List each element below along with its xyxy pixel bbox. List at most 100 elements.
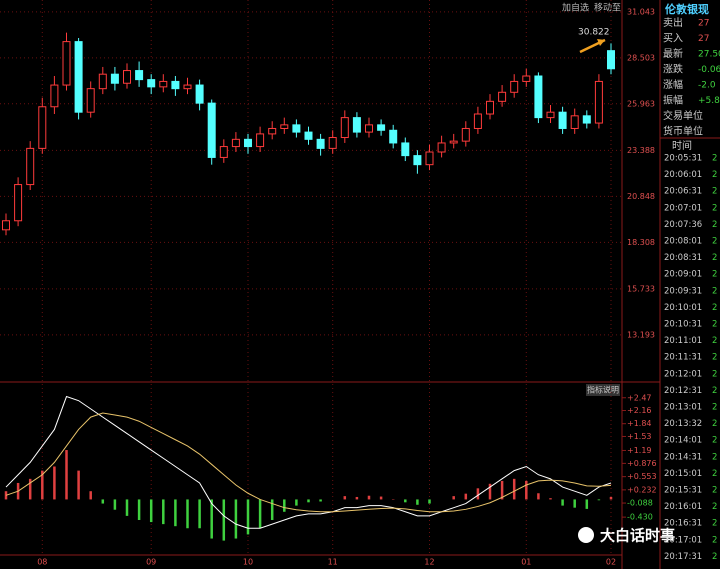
trade-time: 20:07:01 [664,203,702,213]
candle-body [147,79,156,88]
trade-value: 2 [712,419,717,429]
trade-value: 2 [712,203,717,213]
candle-body [268,127,277,135]
candle-body [195,84,204,104]
y-tick-label: 13.193 [627,330,655,339]
candle-body [582,115,591,124]
y-tick-label: +1.53 [627,432,652,441]
trade-value: 2 [712,286,717,296]
candle-body [135,70,144,81]
candle-body [534,75,543,119]
candle-body [546,111,555,119]
trade-value: 2 [712,220,717,230]
candle-body [340,117,349,139]
trade-time: 20:12:31 [664,386,702,396]
watermark-icon [578,527,594,543]
trade-time: 20:13:01 [664,403,702,413]
quote-value: 27 [698,34,709,44]
macd-line [5,395,612,529]
quote-label: 卖出 [663,16,683,29]
candle-body [473,113,482,129]
toolbar-button[interactable]: 移动至 [594,2,621,14]
y-tick-label: +1.19 [627,446,652,455]
quote-value: 27 [698,19,709,29]
y-tick-label: +1.84 [627,419,652,428]
x-tick-label: 01 [521,558,531,567]
trade-value: 2 [712,320,717,330]
candle-body [413,155,422,166]
quote-title: 伦敦银现 [665,2,709,16]
candle-body [510,80,519,93]
annotation-arrowhead [597,39,605,46]
trade-time: 20:14:01 [664,436,702,446]
y-tick-label: 23.388 [627,146,655,155]
quote-value: 27.50 [698,50,720,60]
trade-value: 2 [712,519,717,529]
trade-time: 20:13:32 [664,419,702,429]
trade-time: 20:17:31 [664,552,702,562]
candle-body [558,111,567,129]
candle-body [498,91,507,102]
quote-value: -2.0 [698,81,716,91]
watermark: 大白话时事 [600,527,675,545]
candle-body [231,138,240,148]
candle-body [486,100,494,115]
trade-value: 2 [712,336,717,346]
trade-value: 2 [712,353,717,363]
trade-time: 20:16:01 [664,502,702,512]
toolbar-button[interactable]: 加自选 [562,2,589,14]
trade-time: 20:06:31 [664,187,702,197]
trade-time: 20:08:01 [664,237,702,247]
candle-body [98,73,107,90]
y-tick-label: 28.503 [627,53,655,62]
trade-value: 2 [712,369,717,379]
y-tick-label: -0.430 [627,513,653,522]
x-tick-label: 12 [424,558,434,567]
candle-body [570,115,579,129]
candle-body [62,41,71,86]
trade-time: 20:05:31 [664,154,702,164]
trade-value: 2 [712,452,717,462]
trade-time: 20:16:31 [664,519,702,529]
candle-body [183,84,192,90]
trade-value: 2 [712,486,717,496]
candle-body [437,142,446,153]
x-tick-label: 10 [243,558,253,567]
trade-value: 2 [712,436,717,446]
candle-body [377,124,386,131]
trade-value: 2 [712,386,717,396]
candle-body [594,80,603,124]
candle-body [522,75,531,82]
trade-value: 2 [712,237,717,247]
trade-value: 2 [712,535,717,545]
trade-time: 20:10:31 [664,320,702,330]
candle-body [352,117,361,133]
candle-body [110,73,119,84]
candle-body [461,127,470,142]
candle-body [219,146,228,158]
trade-value: 2 [712,552,717,562]
candle-body [256,133,265,148]
candle-body [365,124,373,133]
trade-time: 20:07:36 [664,220,702,230]
indicator-button[interactable]: 指标说明 [587,385,619,395]
trade-time: 20:11:31 [664,353,702,363]
trade-value: 2 [712,154,717,164]
x-tick-label: 08 [37,558,47,567]
quote-label: 货币单位 [663,125,703,138]
trade-value: 2 [712,403,717,413]
y-tick-label: 20.848 [627,192,655,201]
candle-body [207,102,216,158]
candle-body [38,106,47,149]
candle-body [304,131,313,140]
y-tick-label: 31.043 [627,7,655,16]
trade-value: 2 [712,469,717,479]
x-tick-label: 11 [328,558,338,567]
candle-body [425,151,434,166]
trade-time: 20:12:01 [664,369,702,379]
quote-label: 涨跌 [663,63,683,76]
y-tick-label: +0.232 [627,485,657,494]
candle-body [607,50,615,70]
